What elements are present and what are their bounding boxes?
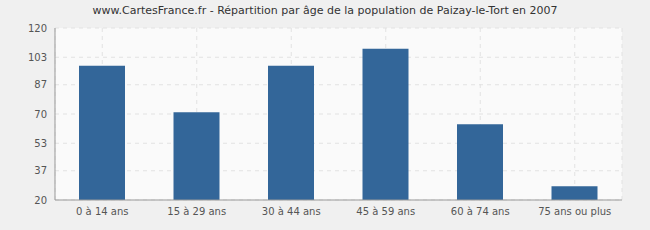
svg-text:53: 53 — [34, 138, 47, 149]
svg-text:20: 20 — [34, 195, 47, 206]
svg-text:0 à 14 ans: 0 à 14 ans — [76, 206, 128, 217]
svg-text:103: 103 — [28, 52, 47, 63]
svg-text:120: 120 — [28, 23, 47, 34]
svg-text:37: 37 — [34, 165, 47, 176]
svg-text:75 ans ou plus: 75 ans ou plus — [538, 206, 611, 217]
svg-text:30 à 44 ans: 30 à 44 ans — [262, 206, 321, 217]
svg-text:70: 70 — [34, 109, 47, 120]
svg-text:60 à 74 ans: 60 à 74 ans — [451, 206, 510, 217]
svg-text:45 à 59 ans: 45 à 59 ans — [356, 206, 415, 217]
svg-text:87: 87 — [34, 79, 47, 90]
html-text:www.CartesFrance.fr - Répartit: www.CartesFrance.fr - Répartition par âg… — [92, 4, 558, 17]
svg-text:15 à 29 ans: 15 à 29 ans — [167, 206, 226, 217]
